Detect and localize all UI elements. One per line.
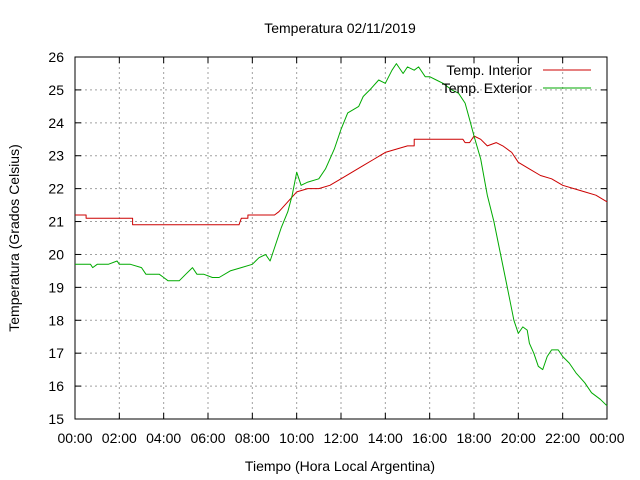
- y-tick-label: 24: [48, 115, 64, 131]
- x-tick-label: 20:00: [501, 430, 536, 446]
- series-line-temp-exterior: [75, 63, 608, 407]
- y-tick-label: 15: [48, 411, 64, 427]
- x-tick-label: 18:00: [456, 430, 491, 446]
- x-tick-label: 22:00: [545, 430, 580, 446]
- y-tick-label: 21: [48, 214, 64, 230]
- x-tick-label: 10:00: [279, 430, 314, 446]
- y-tick-label: 17: [48, 345, 64, 361]
- y-tick-label: 22: [48, 181, 64, 197]
- y-tick-label: 20: [48, 246, 64, 262]
- legend: Temp. Interior Temp. Exterior: [442, 62, 591, 96]
- x-tick-label: 14:00: [368, 430, 403, 446]
- x-tick-label: 00:00: [589, 430, 624, 446]
- y-tick-label: 23: [48, 148, 64, 164]
- y-tick-label: 18: [48, 312, 64, 328]
- x-tick-label: 12:00: [323, 430, 358, 446]
- y-tick-label: 25: [48, 82, 64, 98]
- series-lines: [75, 63, 608, 407]
- chart-title: Temperatura 02/11/2019: [264, 20, 416, 36]
- y-axis-label: Temperatura (Grados Celsius): [6, 144, 22, 332]
- x-axis-label: Tiempo (Hora Local Argentina): [245, 458, 435, 474]
- legend-label-temp-exterior: Temp. Exterior: [442, 80, 533, 96]
- y-tick-label: 19: [48, 279, 64, 295]
- x-tick-label: 06:00: [190, 430, 225, 446]
- x-tick-label: 04:00: [146, 430, 181, 446]
- y-tick-label: 16: [48, 378, 64, 394]
- axis-ticks: 00:00 02:00 04:00 06:00 08:00 10:00 12:00 14:00…: [48, 49, 624, 446]
- x-tick-label: 08:00: [235, 430, 270, 446]
- x-tick-label: 16:00: [412, 430, 447, 446]
- y-tick-label: 26: [48, 49, 64, 65]
- grid-lines: [75, 57, 607, 419]
- legend-label-temp-interior: Temp. Interior: [446, 62, 532, 78]
- x-tick-label: 02:00: [102, 430, 137, 446]
- series-line-temp-interior: [75, 135, 608, 226]
- x-tick-label: 00:00: [57, 430, 92, 446]
